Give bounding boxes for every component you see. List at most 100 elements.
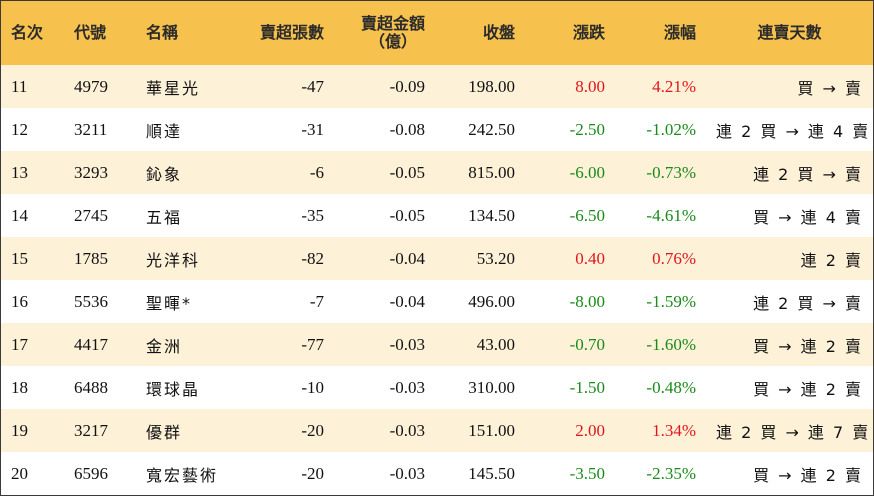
cell-net-sell-lots: -7 xyxy=(309,291,324,311)
header-net-sell-amount[interactable]: 賣超金額 （億） xyxy=(334,1,435,65)
cell-close: 43.00 xyxy=(476,334,515,354)
cell-rank: 16 xyxy=(11,291,28,311)
table-row[interactable]: 19 3217 優群 -20 -0.03 151.00 2.00 1.34% 連 2 買 → 連… xyxy=(1,409,873,452)
cell-name: 寬宏藝術 xyxy=(146,465,219,485)
header-name[interactable]: 名稱 xyxy=(146,23,179,42)
cell-change-pct: 0.76% xyxy=(652,248,696,268)
cell-name: 環球晶 xyxy=(146,379,201,399)
cell-change: -3.50 xyxy=(569,463,605,483)
cell-name: 金洲 xyxy=(146,336,183,356)
cell-code: 4979 xyxy=(74,76,108,96)
cell-change: -0.70 xyxy=(569,334,605,354)
cell-rank: 20 xyxy=(11,463,28,483)
cell-close: 198.00 xyxy=(468,76,515,96)
cell-rank: 18 xyxy=(11,377,28,397)
cell-consecutive-days: 連 2 買 → 賣 xyxy=(753,164,863,184)
header-code[interactable]: 代號 xyxy=(74,23,107,42)
header-close[interactable]: 收盤 xyxy=(482,23,515,42)
table-row[interactable]: 20 6596 寬宏藝術 -20 -0.03 145.50 -3.50 -2.35% 買 → 連… xyxy=(1,452,873,495)
table-row[interactable]: 17 4417 金洲 -77 -0.03 43.00 -0.70 -1.60% 買 → 連 2 … xyxy=(1,323,873,366)
table-row[interactable]: 11 4979 華星光 -47 -0.09 198.00 8.00 4.21% 買 → 賣 xyxy=(1,65,873,108)
cell-net-sell-amount: -0.03 xyxy=(389,420,425,440)
cell-code: 6596 xyxy=(74,463,108,483)
cell-rank: 11 xyxy=(11,76,28,96)
cell-net-sell-amount: -0.03 xyxy=(389,463,425,483)
cell-net-sell-amount: -0.03 xyxy=(389,377,425,397)
cell-change: -1.50 xyxy=(569,377,605,397)
cell-close: 134.50 xyxy=(468,205,515,225)
cell-close: 815.00 xyxy=(468,162,515,182)
cell-change-pct: -1.60% xyxy=(646,334,696,354)
cell-rank: 13 xyxy=(11,162,28,182)
cell-change-pct: -0.48% xyxy=(646,377,696,397)
cell-rank: 17 xyxy=(11,334,28,354)
cell-consecutive-days: 買 → 連 4 賣 xyxy=(753,207,863,227)
cell-close: 151.00 xyxy=(468,420,515,440)
cell-consecutive-days: 連 2 買 → 連 7 賣 xyxy=(716,422,871,442)
cell-net-sell-amount: -0.08 xyxy=(389,119,425,139)
cell-name: 順達 xyxy=(146,121,183,141)
cell-change-pct: -2.35% xyxy=(646,463,696,483)
header-net-sell-lots[interactable]: 賣超張數 xyxy=(259,23,324,42)
cell-change-pct: 1.34% xyxy=(652,420,696,440)
cell-consecutive-days: 連 2 買 → 賣 xyxy=(753,293,863,313)
table-row[interactable]: 13 3293 鈊象 -6 -0.05 815.00 -6.00 -0.73% 連 2 買 → … xyxy=(1,151,873,194)
cell-name: 鈊象 xyxy=(146,164,183,184)
table-row[interactable]: 18 6488 環球晶 -10 -0.03 310.00 -1.50 -0.48% 買 → 連 … xyxy=(1,366,873,409)
cell-consecutive-days: 買 → 連 2 賣 xyxy=(753,336,863,356)
cell-net-sell-amount: -0.05 xyxy=(389,205,425,225)
cell-consecutive-days: 買 → 賣 xyxy=(797,78,863,98)
table-body: 11 4979 華星光 -47 -0.09 198.00 8.00 4.21% 買 → 賣 12 3… xyxy=(1,65,873,495)
cell-code: 2745 xyxy=(74,205,108,225)
table-row[interactable]: 14 2745 五福 -35 -0.05 134.50 -6.50 -4.61% 買 → 連 4… xyxy=(1,194,873,237)
header-change-pct[interactable]: 漲幅 xyxy=(663,23,696,42)
cell-rank: 14 xyxy=(11,205,28,225)
cell-rank: 15 xyxy=(11,248,28,268)
cell-consecutive-days: 買 → 連 2 賣 xyxy=(753,379,863,399)
cell-name: 華星光 xyxy=(146,78,201,98)
cell-net-sell-lots: -10 xyxy=(301,377,324,397)
cell-net-sell-lots: -20 xyxy=(301,420,324,440)
cell-net-sell-amount: -0.04 xyxy=(389,248,425,268)
cell-code: 4417 xyxy=(74,334,108,354)
cell-net-sell-lots: -35 xyxy=(301,205,324,225)
cell-code: 5536 xyxy=(74,291,108,311)
table-header: 名次 代號 名稱 賣超張數 賣超金額 （億） 收盤 漲跌 漲幅 連賣天數 xyxy=(1,1,873,65)
cell-change: -6.50 xyxy=(569,205,605,225)
header-net-sell-amount-label: 賣超金額 （億） xyxy=(361,15,425,51)
cell-code: 6488 xyxy=(74,377,108,397)
cell-close: 53.20 xyxy=(476,248,515,268)
cell-change: -8.00 xyxy=(569,291,605,311)
cell-net-sell-lots: -82 xyxy=(301,248,324,268)
cell-close: 310.00 xyxy=(468,377,515,397)
header-consecutive-days[interactable]: 連賣天數 xyxy=(757,23,822,42)
table-row[interactable]: 16 5536 聖暉* -7 -0.04 496.00 -8.00 -1.59% 連 2 買 →… xyxy=(1,280,873,323)
cell-change-pct: -1.02% xyxy=(646,119,696,139)
cell-change-pct: -0.73% xyxy=(646,162,696,182)
header-net-sell-amount-line2: （億） xyxy=(368,32,417,51)
cell-net-sell-lots: -6 xyxy=(309,162,324,182)
cell-net-sell-lots: -31 xyxy=(301,119,324,139)
cell-code: 3217 xyxy=(74,420,108,440)
cell-change: -6.00 xyxy=(569,162,605,182)
table-row[interactable]: 12 3211 順達 -31 -0.08 242.50 -2.50 -1.02% 連 2 買 →… xyxy=(1,108,873,151)
cell-net-sell-lots: -77 xyxy=(301,334,324,354)
cell-name: 優群 xyxy=(146,422,183,442)
table-row[interactable]: 15 1785 光洋科 -82 -0.04 53.20 0.40 0.76% 連 2 賣 xyxy=(1,237,873,280)
cell-change: 8.00 xyxy=(575,76,605,96)
cell-name: 光洋科 xyxy=(146,250,201,270)
cell-code: 3293 xyxy=(74,162,108,182)
cell-consecutive-days: 連 2 賣 xyxy=(800,250,863,270)
cell-rank: 19 xyxy=(11,420,28,440)
header-change[interactable]: 漲跌 xyxy=(572,23,605,42)
cell-net-sell-amount: -0.03 xyxy=(389,334,425,354)
cell-net-sell-amount: -0.05 xyxy=(389,162,425,182)
header-rank[interactable]: 名次 xyxy=(11,23,44,42)
cell-change-pct: 4.21% xyxy=(652,76,696,96)
cell-code: 3211 xyxy=(74,119,108,139)
cell-name: 五福 xyxy=(146,207,183,227)
cell-consecutive-days: 買 → 連 2 賣 xyxy=(753,465,863,485)
cell-change-pct: -4.61% xyxy=(646,205,696,225)
